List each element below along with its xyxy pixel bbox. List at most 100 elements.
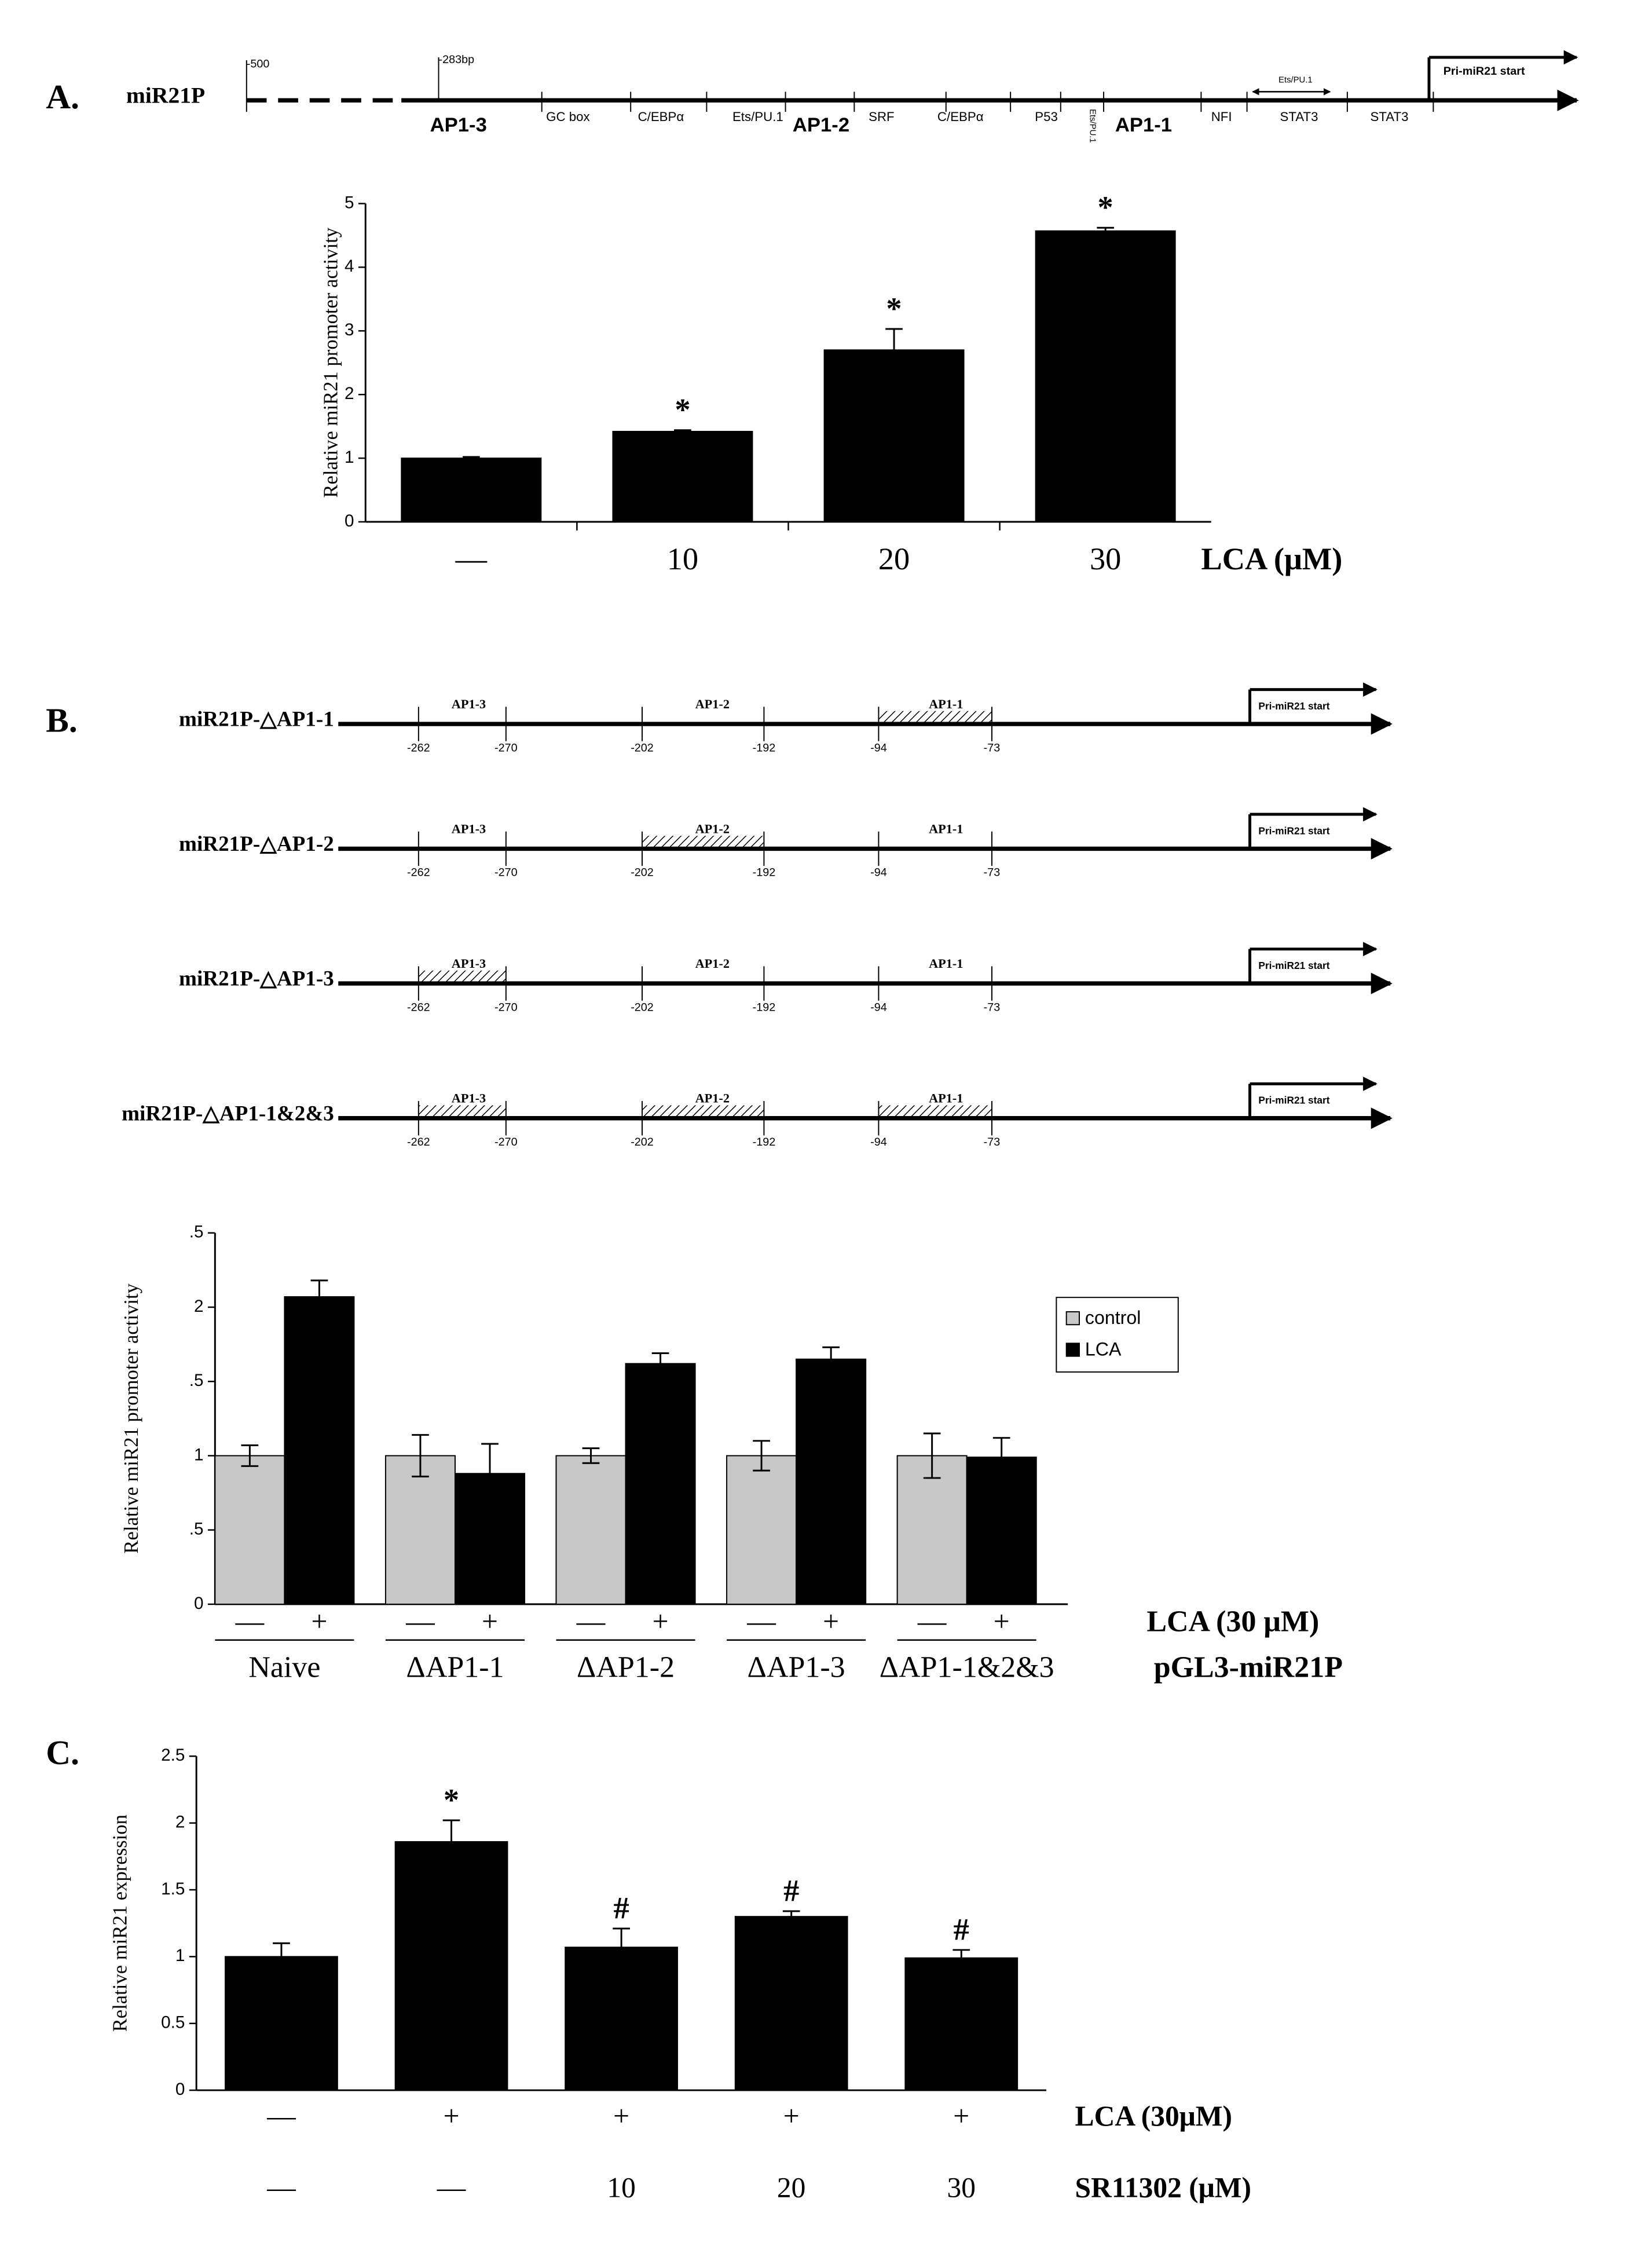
significance-marker: # xyxy=(954,1912,969,1947)
x-subcategory-label: — xyxy=(235,1605,265,1637)
site-label: AP1-3 xyxy=(452,1091,486,1106)
position-label: -94 xyxy=(870,1136,887,1148)
significance-marker: * xyxy=(886,291,902,326)
site-label: P53 xyxy=(1035,109,1058,124)
x-tick-label: + xyxy=(613,2100,629,2132)
construct-name: miR21P-△AP1-2 xyxy=(179,832,334,856)
y-tick-label: 0 xyxy=(345,511,354,531)
y-tick-label: 2.5 xyxy=(161,1746,185,1765)
x-subcategory-label: — xyxy=(746,1605,776,1637)
site-label: AP1-2 xyxy=(695,1091,730,1106)
bar xyxy=(966,1457,1037,1605)
site-label: Ets/PU.1 xyxy=(1087,109,1097,143)
legend-box xyxy=(1056,1297,1179,1373)
site-label: AP1-2 xyxy=(695,821,730,836)
position-label: -192 xyxy=(753,1136,776,1148)
position-label: -270 xyxy=(494,1001,518,1014)
deleted-site xyxy=(642,836,764,849)
x-subcategory-label: + xyxy=(994,1605,1010,1637)
site-label: Ets/PU.1 xyxy=(1278,76,1313,85)
position-label: -500 xyxy=(247,58,270,71)
y-tick-label: 2 xyxy=(345,384,354,403)
bar xyxy=(555,1455,627,1605)
tss-label: Pri-miR21 start xyxy=(1258,960,1329,971)
x-row-label: SR11302 (μM) xyxy=(1075,2172,1251,2204)
x-group-label: ΔAP1-1&2&3 xyxy=(880,1651,1054,1684)
deleted-site xyxy=(642,1105,764,1118)
position-label: -73 xyxy=(984,1001,1001,1014)
x-tick-label: 10 xyxy=(607,2172,636,2204)
x-tick-label: + xyxy=(953,2100,969,2132)
x-tick-label: 30 xyxy=(1090,541,1121,576)
bar xyxy=(284,1296,355,1605)
position-label: -262 xyxy=(407,741,430,754)
position-label: -262 xyxy=(407,866,430,879)
site-label: AP1-2 xyxy=(793,114,849,136)
position-label: -73 xyxy=(984,866,1001,879)
x-tick-label: — xyxy=(266,2172,296,2204)
position-label: -73 xyxy=(984,741,1001,754)
x-tick-label: + xyxy=(444,2100,460,2132)
bar xyxy=(401,458,542,523)
bar xyxy=(225,1956,338,2091)
legend-label: control xyxy=(1085,1307,1141,1328)
y-tick-label: 1 xyxy=(345,448,354,467)
y-axis-label: Relative miR21 expression xyxy=(109,1815,131,2032)
y-tick-label: 4 xyxy=(345,257,354,276)
x-group-label: Naive xyxy=(248,1651,320,1684)
position-label: -283bp xyxy=(439,53,475,66)
construct-name: miR21P-△AP1-1&2&3 xyxy=(122,1102,334,1125)
panel-label: A. xyxy=(46,78,79,116)
significance-marker: # xyxy=(783,1873,799,1908)
y-axis-label: Relative miR21 promoter activity xyxy=(320,227,342,498)
x-subcategory-label: — xyxy=(405,1605,435,1637)
y-tick-label: 0.5 xyxy=(161,2013,185,2032)
site-label: AP1-1 xyxy=(929,821,963,836)
x-subcategory-label: + xyxy=(311,1605,327,1637)
x-subcategory-label: — xyxy=(576,1605,606,1637)
site-label: AP1-2 xyxy=(695,956,730,971)
bar xyxy=(214,1455,285,1605)
site-label: AP1-1 xyxy=(929,1091,963,1106)
bar xyxy=(823,349,965,523)
bar xyxy=(612,430,753,523)
panel-label: B. xyxy=(46,701,77,740)
x-subcategory-label: + xyxy=(653,1605,669,1637)
bar xyxy=(734,1916,848,2091)
construct-name: miR21P-△AP1-3 xyxy=(179,967,334,991)
tss-label: Pri-miR21 start xyxy=(1444,65,1525,78)
bar xyxy=(384,1455,456,1605)
x-tick-label: — xyxy=(437,2172,466,2204)
position-label: -270 xyxy=(494,866,518,879)
legend-swatch xyxy=(1065,1311,1080,1326)
position-label: -270 xyxy=(494,741,518,754)
tss-label: Pri-miR21 start xyxy=(1258,1095,1329,1106)
construct-name: miR21P xyxy=(126,82,205,108)
position-label: -202 xyxy=(631,1136,654,1148)
significance-marker: * xyxy=(1098,189,1113,225)
x-tick-label: 20 xyxy=(878,541,910,576)
position-label: -202 xyxy=(631,1001,654,1014)
x-subcategory-label: + xyxy=(823,1605,839,1637)
site-label: AP1-1 xyxy=(929,697,963,711)
panel-label: C. xyxy=(46,1733,79,1772)
bar xyxy=(565,1947,678,2091)
bar xyxy=(394,1841,508,2091)
x-tick-label: — xyxy=(455,541,488,576)
bar xyxy=(1035,230,1176,523)
y-tick-label: 1 xyxy=(175,1946,185,1965)
y-tick-label: 0 xyxy=(194,1594,204,1613)
x-axis-label: LCA (μM) xyxy=(1201,541,1342,576)
x-group-label: ΔAP1-3 xyxy=(748,1651,845,1684)
y-tick-label: .5 xyxy=(189,1223,204,1242)
position-label: -73 xyxy=(984,1136,1001,1148)
x-group-label: ΔAP1-1 xyxy=(406,1651,504,1684)
significance-marker: # xyxy=(614,1890,629,1926)
site-label: STAT3 xyxy=(1280,109,1318,124)
y-axis-label: Relative miR21 promoter activity xyxy=(120,1283,142,1553)
x-axis-label: pGL3-miR21P xyxy=(1154,1651,1343,1684)
site-label: C/EBPα xyxy=(937,109,984,124)
site-label: NFI xyxy=(1211,109,1232,124)
